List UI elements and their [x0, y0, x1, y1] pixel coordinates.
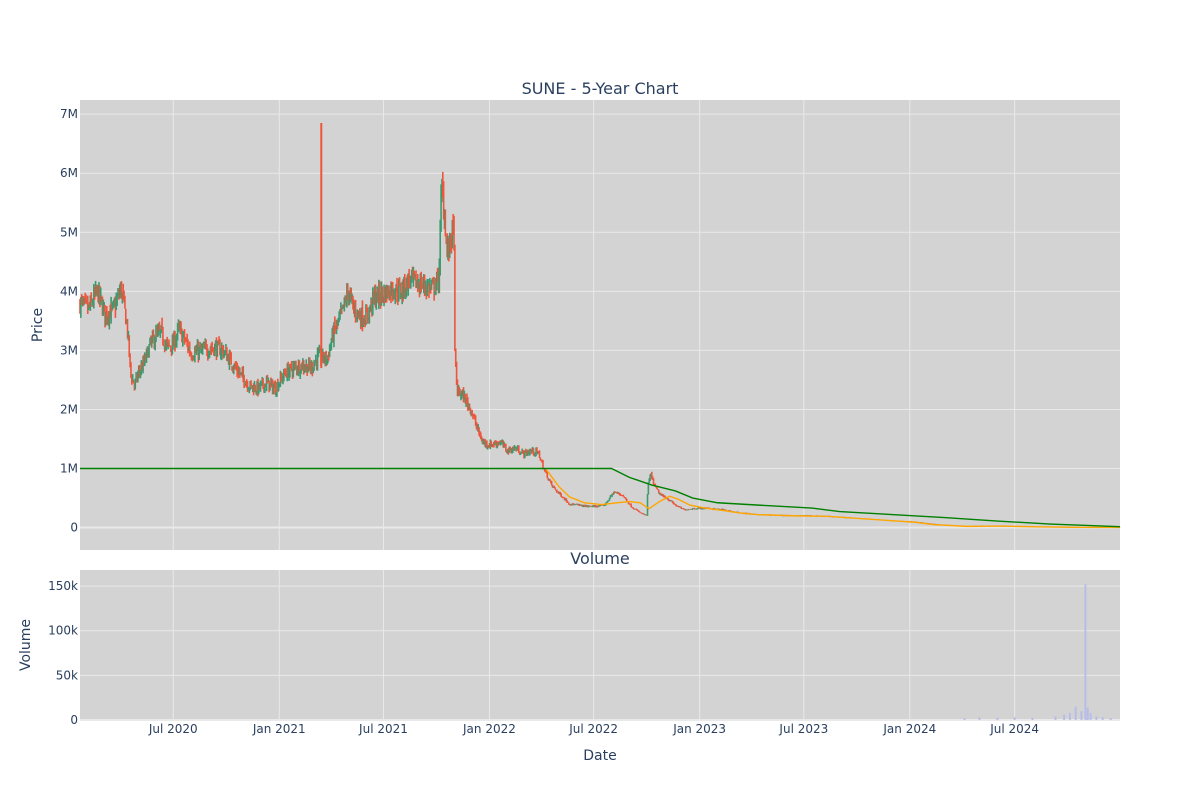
price-axis-title: Price: [30, 308, 46, 342]
volume-bar: [1031, 717, 1034, 720]
volume-bar: [963, 718, 966, 720]
volume-bar: [1109, 718, 1112, 720]
volume-bar: [1013, 717, 1016, 720]
price-tick-label: 4M: [60, 284, 78, 298]
volume-plot-background: [80, 570, 1120, 720]
date-tick-label: Jul 2024: [989, 722, 1039, 736]
volume-tick-label: 150k: [48, 579, 78, 593]
date-tick-label: Jan 2021: [252, 722, 306, 736]
price-chart-title: SUNE - 5-Year Chart: [522, 79, 679, 98]
price-plot-background: [80, 100, 1120, 550]
date-tick-label: Jul 2021: [358, 722, 408, 736]
price-tick-label: 2M: [60, 402, 78, 416]
price-tick-label: 0: [70, 521, 78, 535]
volume-bar: [1089, 712, 1092, 720]
price-tick-label: 6M: [60, 166, 78, 180]
volume-bar: [1074, 706, 1077, 720]
price-tick-label: 1M: [60, 462, 78, 476]
price-tick-label: 3M: [60, 343, 78, 357]
volume-bar: [978, 717, 981, 720]
volume-bar: [1080, 711, 1083, 720]
volume-axis-title: Volume: [18, 619, 34, 671]
volume-tick-label: 0: [70, 713, 78, 727]
date-tick-label: Jul 2022: [568, 722, 618, 736]
date-tick-label: Jan 2023: [672, 722, 726, 736]
moving-average-long-line: [80, 467, 1121, 528]
volume-bar: [996, 717, 999, 720]
volume-chart-title: Volume: [570, 549, 630, 568]
date-tick-label: Jan 2022: [462, 722, 516, 736]
volume-bar: [1095, 716, 1098, 720]
volume-tick-label: 50k: [56, 668, 78, 682]
volume-bar: [1068, 712, 1071, 720]
price-tick-label: 5M: [60, 225, 78, 239]
volume-panel: 0 50k 100k 150k Jul 2020 Jan 2021 Jul 2021 Jan …: [48, 570, 1120, 736]
date-tick-label: Jul 2023: [778, 722, 828, 736]
price-panel: 0 1M 2M 3M 4M 5M 6M 7M: [60, 100, 1121, 550]
date-tick-label: Jan 2024: [882, 722, 936, 736]
date-tick-label: Jul 2020: [148, 722, 198, 736]
volume-bar: [1063, 714, 1066, 720]
volume-bar: [1086, 707, 1089, 720]
moving-average-short-line: [545, 469, 1121, 529]
date-axis-title: Date: [583, 748, 616, 764]
volume-bar: [1101, 717, 1104, 720]
volume-bar: [1084, 584, 1087, 720]
volume-bar: [1054, 716, 1057, 720]
price-tick-label: 7M: [60, 107, 78, 121]
volume-tick-label: 100k: [48, 624, 78, 638]
